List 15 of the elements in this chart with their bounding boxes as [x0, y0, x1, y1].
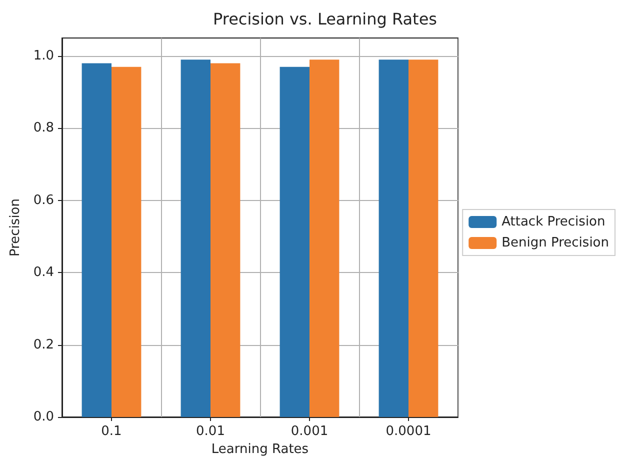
y-tick-label: 0.6 — [33, 192, 54, 208]
x-tick-label: 0.0001 — [386, 424, 432, 439]
x-tick-label: 0.1 — [101, 424, 122, 439]
y-tick-label: 0.2 — [33, 337, 54, 352]
x-tick-label: 0.001 — [290, 424, 328, 439]
y-axis-title: Precision — [8, 198, 23, 257]
y-tick-label: 0.4 — [33, 265, 54, 280]
y-tick-label: 0.0 — [33, 410, 54, 424]
x-tick-label: 0.01 — [196, 424, 225, 439]
chart-title: Precision vs. Learning Rates — [212, 10, 438, 28]
y-tick-label: 1.0 — [33, 48, 54, 64]
x-axis-title: Learning Rates — [211, 442, 309, 457]
y-tick-label: 0.8 — [33, 120, 54, 136]
legend-label: Attack Precision — [502, 214, 606, 230]
legend-label: Benign Precision — [502, 236, 610, 250]
